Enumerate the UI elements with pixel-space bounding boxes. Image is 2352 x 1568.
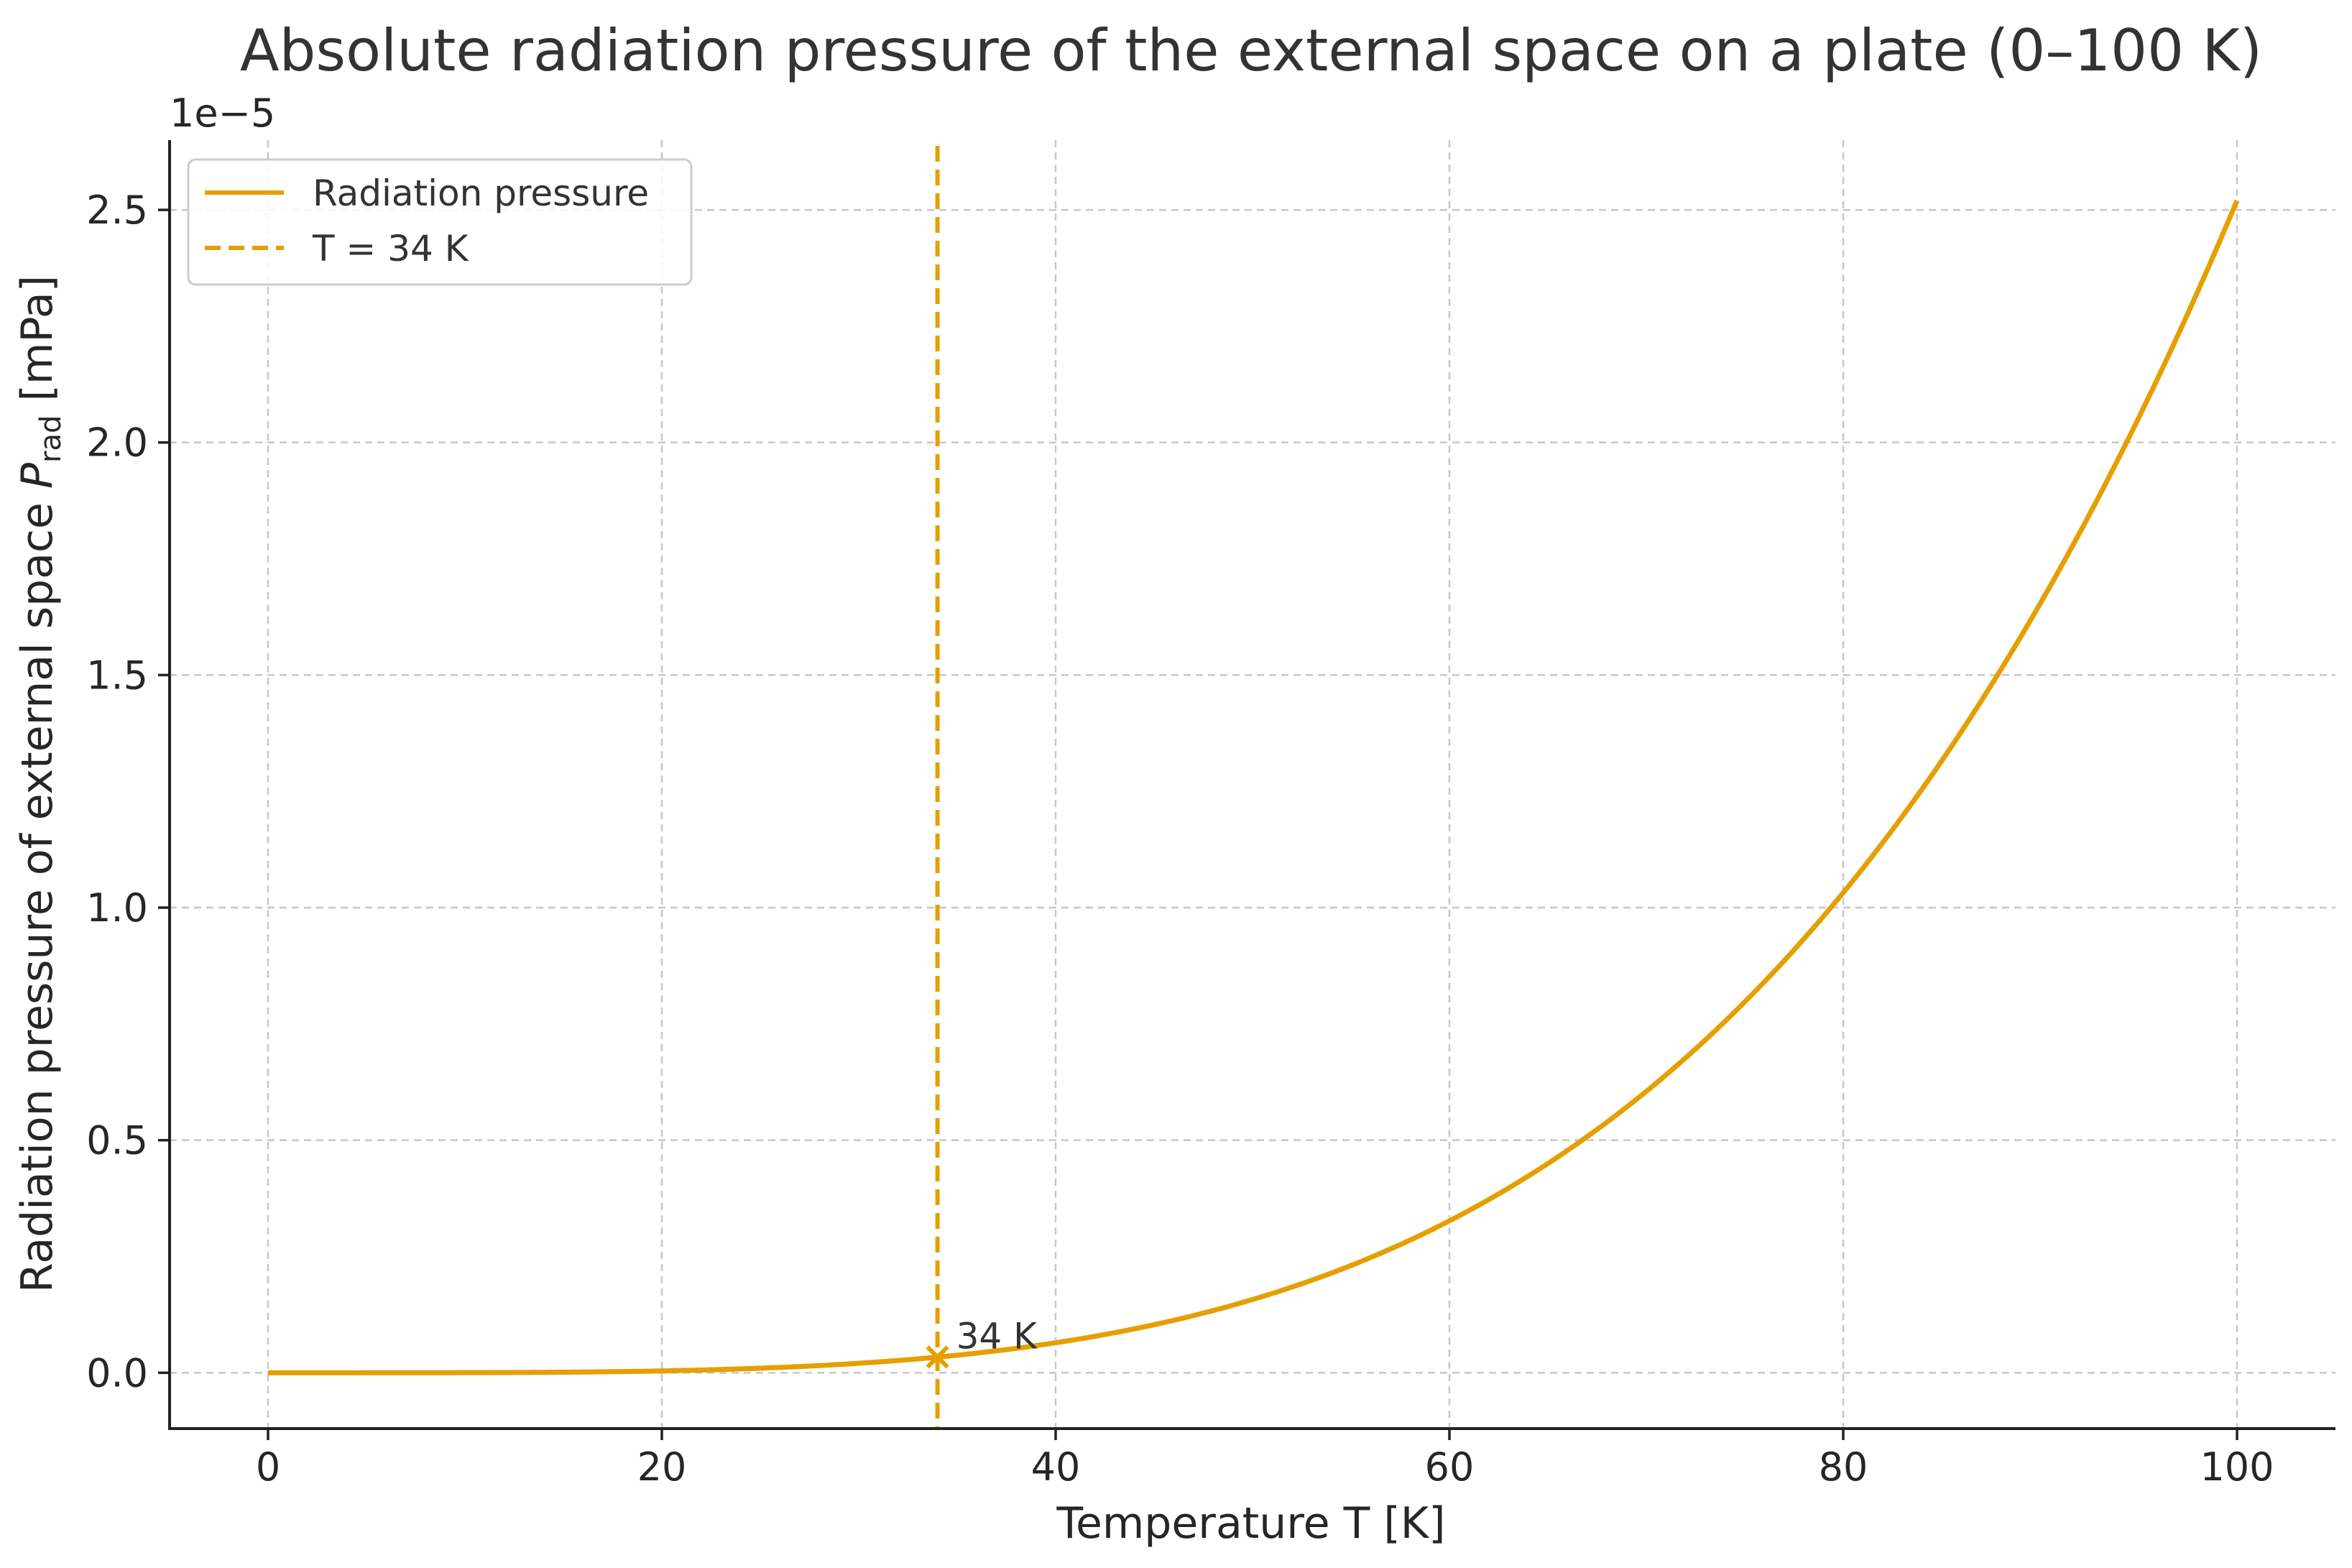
y-tick-label: 2.5 [86,188,148,233]
x-tick-label: 80 [1819,1444,1868,1490]
x-tick-label: 20 [637,1444,687,1490]
x-axis-label: Temperature T [K] [1056,1498,1445,1549]
y-tick-label: 0.5 [86,1118,148,1163]
marker-34k [926,1345,949,1369]
annotation-34k: 34 K [956,1315,1038,1357]
legend: Radiation pressure T = 34 K [187,158,693,286]
series-line-radiation-pressure [268,199,2240,1375]
chart-title: Absolute radiation pressure of the exter… [240,17,2262,84]
grid [170,140,2335,1429]
y-tick-label: 0.0 [86,1350,148,1396]
y-tick-label: 1.0 [86,885,148,931]
legend-label-vline: T = 34 K [312,228,469,269]
x-tick-label: 0 [256,1444,280,1490]
legend-frame [187,158,693,286]
y-tick-label: 2.0 [86,420,148,466]
y-axis-label-subscript: rad [34,415,68,463]
marker-stroke [926,1345,949,1369]
y-offset-label: 1e−5 [170,91,275,136]
plot-area: 34 K [268,146,2240,1429]
y-axis-label-symbol: P [12,462,63,489]
y-tick-label: 1.5 [86,652,148,698]
y-axis-label-suffix: [mPa] [12,275,63,415]
x-tick-label: 40 [1031,1444,1081,1490]
x-tick-label: 60 [1425,1444,1475,1490]
y-axis-label-prefix: Radiation pressure of external space [12,489,63,1293]
ticks: 0 20 40 60 80 100 0.0 0.5 1.0 1.5 2.0 2.5 [86,188,2274,1490]
legend-label-radiation-pressure: Radiation pressure [313,172,649,214]
x-tick-label: 100 [2200,1444,2274,1490]
y-axis-label: Radiation pressure of external space Pra… [12,275,68,1293]
